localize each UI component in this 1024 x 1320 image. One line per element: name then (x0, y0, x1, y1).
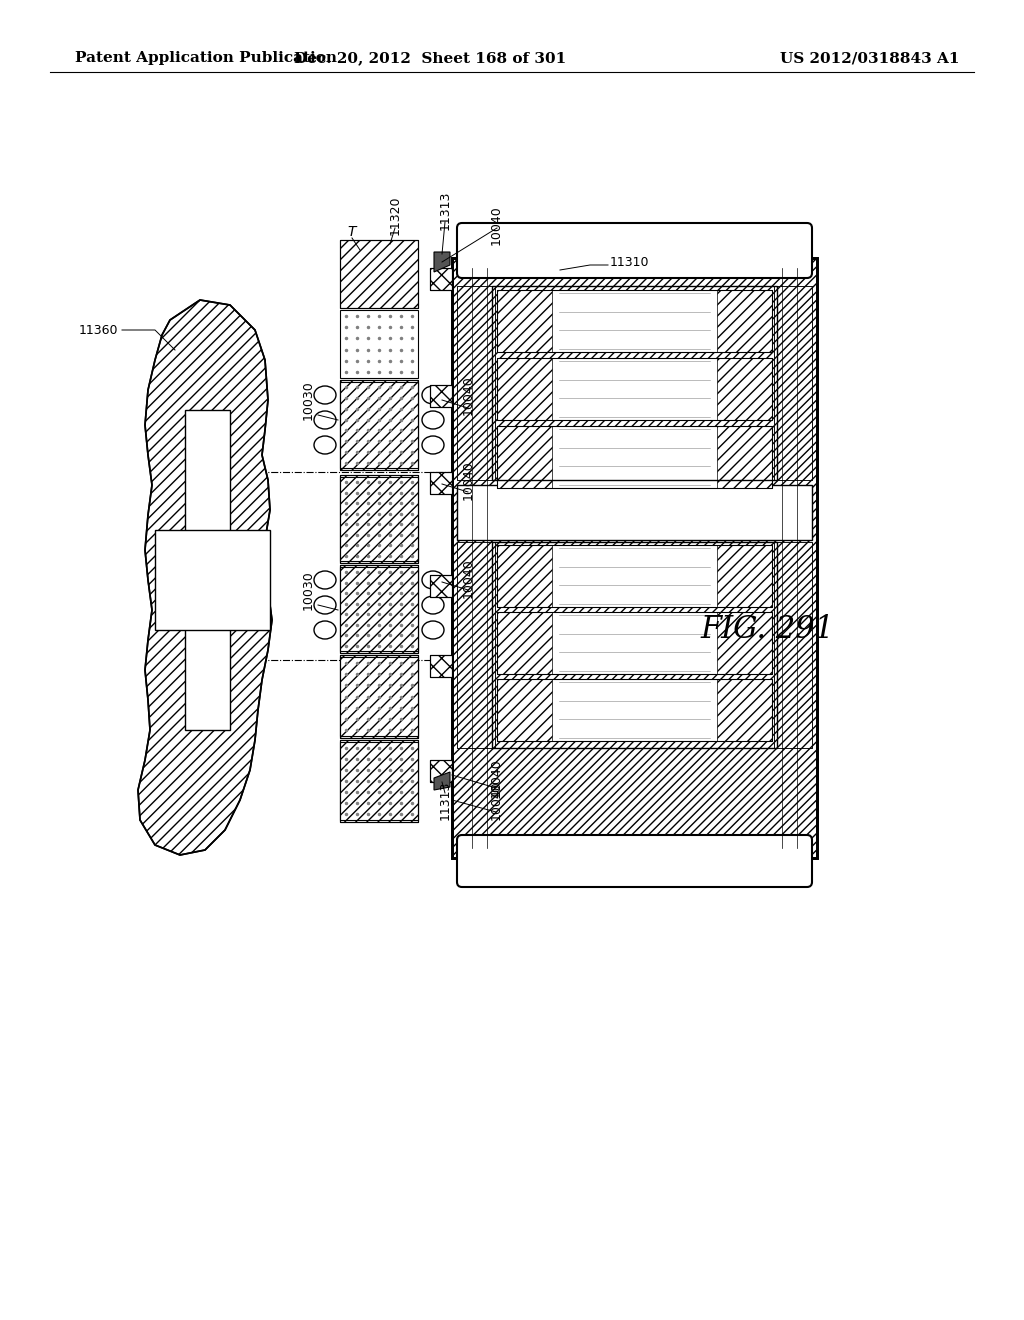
Bar (497, 545, 772, 607)
Ellipse shape (422, 597, 444, 614)
Bar (340, 565, 418, 653)
Bar (497, 612, 772, 675)
Bar (340, 741, 418, 822)
Text: 10040: 10040 (490, 758, 503, 797)
Bar (340, 380, 418, 470)
Bar (457, 543, 495, 748)
Ellipse shape (314, 597, 336, 614)
Ellipse shape (314, 411, 336, 429)
Bar (497, 426, 772, 488)
Bar (340, 475, 418, 564)
Bar (452, 257, 817, 858)
Text: 10030: 10030 (302, 570, 315, 610)
Text: 10030: 10030 (302, 380, 315, 420)
Text: Dec. 20, 2012  Sheet 168 of 301: Dec. 20, 2012 Sheet 168 of 301 (294, 51, 566, 65)
Bar (457, 543, 495, 748)
Text: 11310: 11310 (610, 256, 649, 268)
Bar (774, 543, 812, 748)
Bar (497, 678, 552, 741)
Bar (430, 268, 452, 290)
Text: 11313: 11313 (438, 780, 452, 820)
Text: 10040: 10040 (490, 205, 503, 246)
Text: 11313: 11313 (438, 190, 452, 230)
Text: T: T (348, 224, 356, 239)
Bar (774, 286, 812, 480)
Bar (340, 655, 418, 738)
Bar (497, 358, 552, 420)
Bar (492, 543, 777, 748)
Text: 10040: 10040 (462, 461, 475, 500)
Bar (774, 286, 812, 480)
Ellipse shape (422, 411, 444, 429)
Bar (497, 678, 772, 741)
Bar (430, 268, 452, 290)
Bar (155, 531, 270, 630)
Bar (717, 612, 772, 675)
Bar (340, 240, 418, 308)
Ellipse shape (314, 572, 336, 589)
Text: 11360: 11360 (79, 323, 118, 337)
Bar (497, 290, 772, 352)
Text: FIG. 291: FIG. 291 (700, 615, 834, 645)
Bar (457, 286, 495, 480)
Text: 11320: 11320 (388, 195, 401, 235)
Bar (430, 576, 452, 597)
Bar (340, 741, 418, 822)
Bar (497, 290, 552, 352)
Bar (340, 657, 418, 737)
Bar (430, 576, 452, 597)
Bar (430, 760, 452, 781)
Bar (717, 678, 772, 741)
Bar (497, 612, 552, 675)
Bar (430, 760, 452, 781)
Bar (492, 286, 777, 480)
Bar (185, 411, 230, 730)
Text: US 2012/0318843 A1: US 2012/0318843 A1 (780, 51, 961, 65)
Bar (497, 545, 552, 607)
Ellipse shape (314, 620, 336, 639)
Bar (457, 286, 495, 480)
Ellipse shape (422, 572, 444, 589)
Text: 10040: 10040 (462, 558, 475, 598)
Ellipse shape (314, 436, 336, 454)
Ellipse shape (314, 385, 336, 404)
Ellipse shape (422, 436, 444, 454)
Bar (340, 381, 418, 469)
Text: 10040: 10040 (462, 375, 475, 414)
Bar (430, 655, 452, 677)
Polygon shape (434, 772, 450, 789)
Bar (717, 545, 772, 607)
Bar (430, 385, 452, 407)
Bar (340, 742, 418, 820)
Polygon shape (434, 252, 450, 272)
Bar (717, 426, 772, 488)
Bar (340, 475, 418, 564)
Bar (497, 358, 772, 420)
Text: Patent Application Publication: Patent Application Publication (75, 51, 337, 65)
Bar (340, 655, 418, 738)
Bar (340, 565, 418, 653)
Bar (717, 358, 772, 420)
Text: 10040: 10040 (490, 780, 503, 820)
FancyBboxPatch shape (457, 836, 812, 887)
Bar (717, 290, 772, 352)
Ellipse shape (422, 620, 444, 639)
Bar (430, 385, 452, 407)
Bar (774, 543, 812, 748)
Bar (340, 380, 418, 470)
Bar (457, 484, 812, 540)
Bar (430, 473, 452, 494)
Bar (340, 568, 418, 651)
Bar (340, 240, 418, 308)
Bar (340, 310, 418, 378)
Bar (497, 426, 552, 488)
FancyBboxPatch shape (457, 223, 812, 279)
Bar (430, 655, 452, 677)
Bar (430, 473, 452, 494)
Bar (340, 477, 418, 561)
Ellipse shape (422, 385, 444, 404)
Bar (452, 257, 817, 858)
Polygon shape (138, 300, 272, 855)
